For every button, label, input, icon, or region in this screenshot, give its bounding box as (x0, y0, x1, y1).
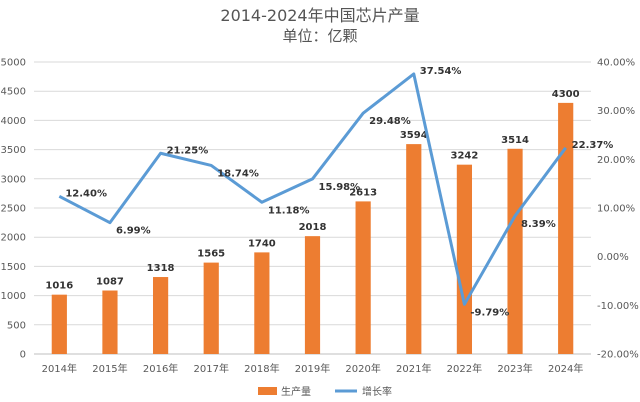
legend: 生产量 增长率 (258, 385, 392, 398)
left-axis-tick-label: 1000 (1, 291, 26, 302)
bar-data-label: 2613 (349, 187, 377, 198)
x-axis-tick-label: 2019年 (295, 362, 330, 375)
bar (456, 164, 473, 354)
x-axis-tick-label: 2020年 (345, 362, 380, 375)
right-axis-tick-label: 20.00% (597, 155, 635, 166)
right-axis-tick-label: 0.00% (597, 252, 629, 263)
bar-data-label: 1565 (197, 249, 225, 260)
left-axis-tick-label: 3500 (1, 145, 26, 156)
line-data-labels: 12.40% 6.99% 21.25% 18.74% 11.18% 15.98% 29.48… (65, 66, 613, 318)
right-axis: -20.00% -10.00% 0.00% 10.00% 20.00% 30.00% 40.… (597, 58, 639, 361)
x-axis-tick-label: 2016年 (143, 362, 178, 375)
right-axis-tick-label: -20.00% (597, 350, 639, 361)
right-axis-tick-label: 10.00% (597, 204, 635, 215)
bar-data-labels: 1016 1087 1318 1565 1740 2018 2613 3594 3242 3514… (45, 89, 579, 292)
bar-data-label: 1087 (96, 277, 124, 288)
bar-data-label: 3594 (400, 130, 428, 141)
x-axis: 2014年 2015年 2016年 2017年 2018年 2019年 2020年 2021年… (34, 353, 591, 375)
bar-data-label: 3242 (450, 151, 478, 162)
bar-data-label: 2018 (299, 222, 327, 233)
left-axis-tick-label: 4000 (1, 116, 26, 127)
line-data-label: 37.54% (420, 66, 462, 77)
left-axis-tick-label: 2500 (1, 204, 26, 215)
left-axis-tick-label: 5000 (1, 58, 26, 69)
bar (558, 102, 574, 354)
bar-data-label: 1318 (147, 263, 175, 274)
line-series (58, 72, 567, 306)
x-axis-tick-label: 2021年 (396, 362, 431, 375)
x-axis-tick-label: 2024年 (548, 362, 583, 375)
line-data-label: 8.39% (521, 219, 556, 230)
line-data-label: 11.18% (268, 205, 310, 216)
x-axis-tick-label: 2017年 (194, 362, 229, 375)
line-data-label: 6.99% (116, 226, 151, 237)
bar (51, 294, 67, 354)
bar-data-label: 1016 (45, 281, 73, 292)
legend-label-line: 增长率 (362, 385, 392, 398)
bar-data-label: 4300 (552, 89, 580, 100)
right-axis-tick-label: 40.00% (597, 58, 635, 69)
left-axis-tick-label: 500 (7, 320, 26, 331)
left-axis: 0 500 1000 1500 2000 2500 3000 3500 4000 4500 5000 (1, 58, 26, 361)
right-axis-tick-label: -10.00% (597, 301, 639, 312)
line-data-label: 22.37% (572, 140, 614, 151)
right-axis-tick-label: 30.00% (597, 106, 635, 117)
legend-swatch-bar (258, 387, 277, 395)
left-axis-tick-label: 0 (20, 350, 26, 361)
bar (304, 236, 321, 354)
bar (355, 201, 371, 354)
bar-series (51, 102, 574, 354)
left-axis-tick-label: 1500 (1, 262, 26, 273)
bar (102, 290, 118, 354)
chart-title: 2014-2024年中国芯片产量 (220, 6, 419, 25)
bar-data-label: 3514 (501, 135, 529, 146)
line-data-label: 18.74% (217, 168, 259, 179)
legend-label-bar: 生产量 (281, 385, 311, 398)
x-axis-tick-label: 2015年 (92, 362, 127, 375)
bar (507, 148, 523, 354)
line-data-label: 15.98% (319, 182, 361, 193)
bar (406, 144, 422, 354)
growth-rate-line (58, 72, 567, 306)
x-axis-tick-label: 2023年 (497, 362, 532, 375)
line-data-label: 29.48% (369, 116, 411, 127)
bar (152, 277, 169, 354)
left-axis-tick-label: 3000 (1, 174, 26, 185)
bar (254, 252, 270, 354)
line-data-label: -9.79% (470, 307, 509, 318)
bar-data-label: 1740 (248, 238, 276, 249)
line-data-label: 12.40% (65, 188, 107, 199)
chart-subtitle: 单位：亿颗 (282, 27, 357, 45)
x-axis-tick-label: 2014年 (42, 362, 77, 375)
line-data-label: 21.25% (167, 145, 209, 156)
x-axis-tick-label: 2022年 (447, 362, 482, 375)
x-axis-tick-label: 2018年 (244, 362, 279, 375)
left-axis-tick-label: 2000 (1, 233, 26, 244)
left-axis-tick-label: 4500 (1, 87, 26, 98)
bar (203, 262, 219, 354)
